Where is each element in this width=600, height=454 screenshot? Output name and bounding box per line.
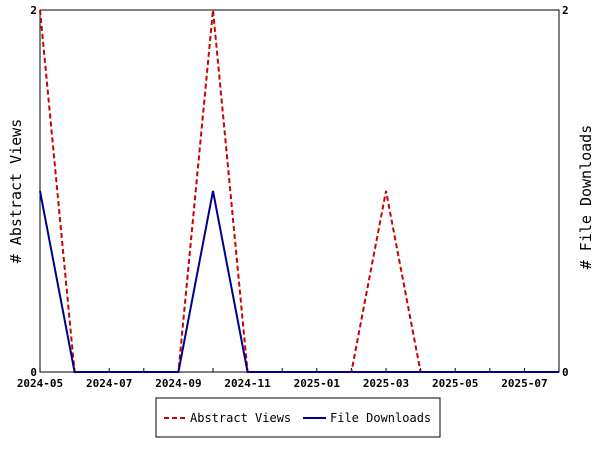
legend-label-abstract-views: Abstract Views (190, 411, 291, 425)
legend-label-file-downloads: File Downloads (330, 411, 431, 425)
x-tick-label: 2024-09 (155, 377, 201, 390)
x-tick-label: 2025-05 (432, 377, 478, 390)
x-tick-label: 2024-11 (224, 377, 271, 390)
x-tick-label: 2025-01 (294, 377, 341, 390)
y-right-tick-label: 0 (562, 366, 569, 379)
y-left-tick-label: 2 (30, 4, 37, 17)
y-axis-right-title: # File Downloads (577, 125, 595, 270)
x-tick-label: 2025-07 (501, 377, 547, 390)
y-right-tick-label: 2 (562, 4, 569, 17)
series-lines (39, 9, 559, 373)
y-left-tick-label: 0 (30, 366, 37, 379)
x-tick-label: 2025-03 (363, 377, 409, 390)
x-tick-label: 2024-05 (17, 377, 63, 390)
x-axis-ticks: 2024-05 2024-07 2024-09 2024-11 2025-01 2025-… (17, 368, 560, 390)
x-tick-label: 2024-07 (86, 377, 132, 390)
legend-box (155, 397, 441, 438)
series-line-file-downloads (39, 190, 559, 373)
y-axis-left-title: # Abstract Views (7, 119, 25, 264)
